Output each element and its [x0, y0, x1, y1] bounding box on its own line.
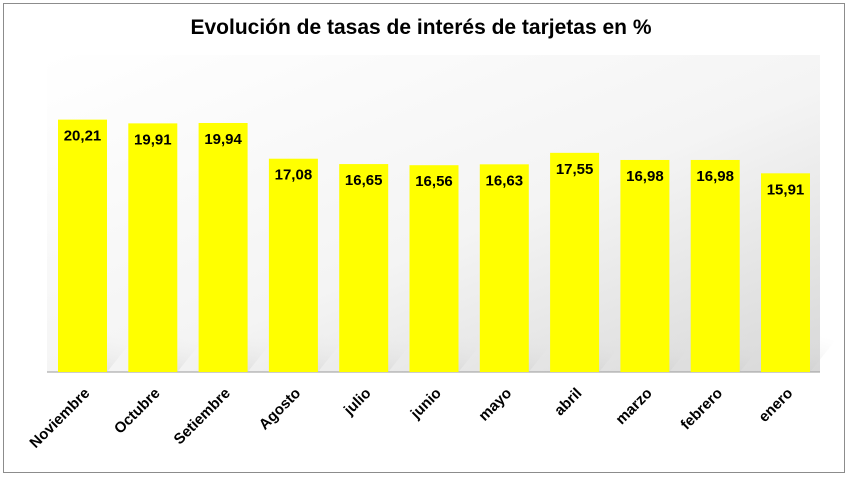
bars	[58, 119, 810, 373]
data-label: 16,63	[486, 172, 524, 189]
bar	[550, 152, 600, 372]
bar	[620, 159, 670, 372]
data-label: 17,08	[275, 167, 313, 184]
bar	[268, 158, 318, 372]
bar	[409, 165, 459, 372]
category-label: mayo	[475, 385, 515, 425]
data-label: 20,21	[64, 128, 102, 145]
chart-title: Evolución de tasas de interés de tarjeta…	[190, 16, 652, 39]
category-label: julio	[340, 385, 375, 420]
category-label: febrero	[677, 385, 726, 434]
category-label: Agosto	[256, 385, 305, 434]
bar	[128, 123, 178, 373]
data-label: 16,56	[415, 173, 453, 190]
data-label: 16,98	[626, 168, 664, 185]
bar	[479, 164, 529, 372]
category-label: Octubre	[111, 385, 164, 438]
category-label: abril	[551, 385, 585, 419]
data-label: 16,98	[696, 168, 734, 185]
category-labels: Noviembre Octubre Setiembre Agosto julio juni…	[26, 385, 796, 452]
data-label: 19,94	[204, 131, 242, 148]
data-label: 17,55	[556, 161, 594, 178]
category-label: Setiembre	[171, 385, 234, 448]
bar	[58, 119, 107, 372]
bar	[690, 159, 740, 372]
data-label: 16,65	[345, 172, 383, 189]
category-label: Noviembre	[26, 385, 93, 452]
bar	[339, 164, 389, 372]
data-labels: 20,21 19,91 19,94 17,08 16,65 16,56 16,63 17,55…	[64, 128, 805, 199]
bar	[198, 122, 248, 373]
data-label: 15,91	[767, 181, 805, 198]
data-label: 19,91	[134, 131, 172, 148]
category-label: junio	[407, 385, 445, 423]
bar	[761, 173, 810, 372]
category-label: marzo	[612, 385, 655, 428]
category-label: enero	[755, 385, 796, 426]
